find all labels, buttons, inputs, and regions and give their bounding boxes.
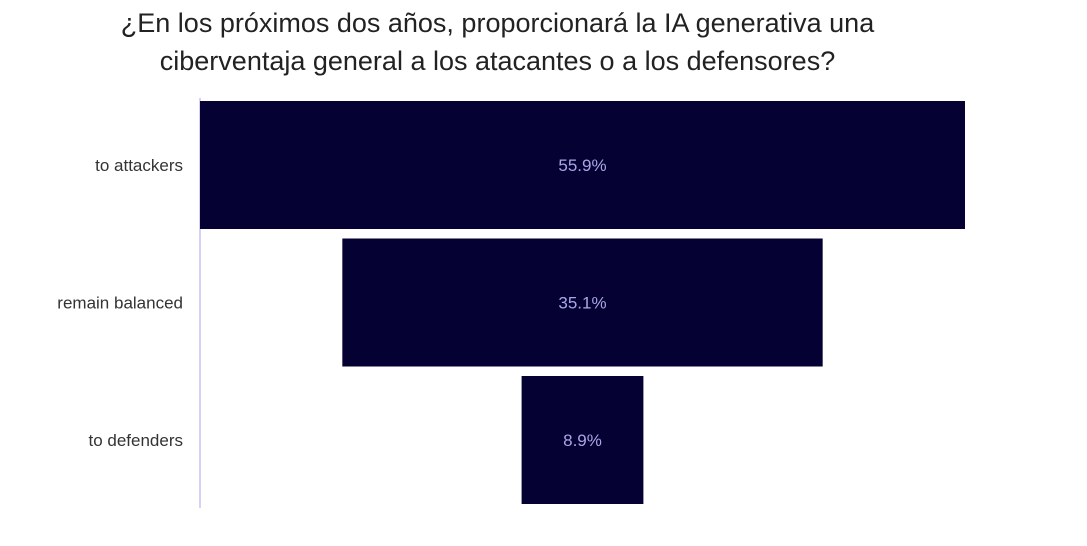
funnel-bar-1 [342, 238, 823, 367]
category-label-2: to defenders [88, 431, 183, 450]
chart-title-line-2: ciberventaja general a los atacantes o a… [159, 46, 836, 76]
funnel-bar-2 [521, 376, 644, 504]
data-label-0: 55.9% [558, 156, 606, 175]
data-label-1: 35.1% [558, 294, 606, 313]
funnel-bar-0 [200, 101, 965, 229]
category-label-0: to attackers [95, 156, 183, 175]
data-label-2: 8.9% [563, 431, 602, 450]
chart-title-line-1: ¿En los próximos dos años, proporcionará… [120, 8, 875, 38]
chart-title: ¿En los próximos dos años, proporcionará… [0, 4, 995, 80]
category-label-1: remain balanced [57, 294, 183, 313]
